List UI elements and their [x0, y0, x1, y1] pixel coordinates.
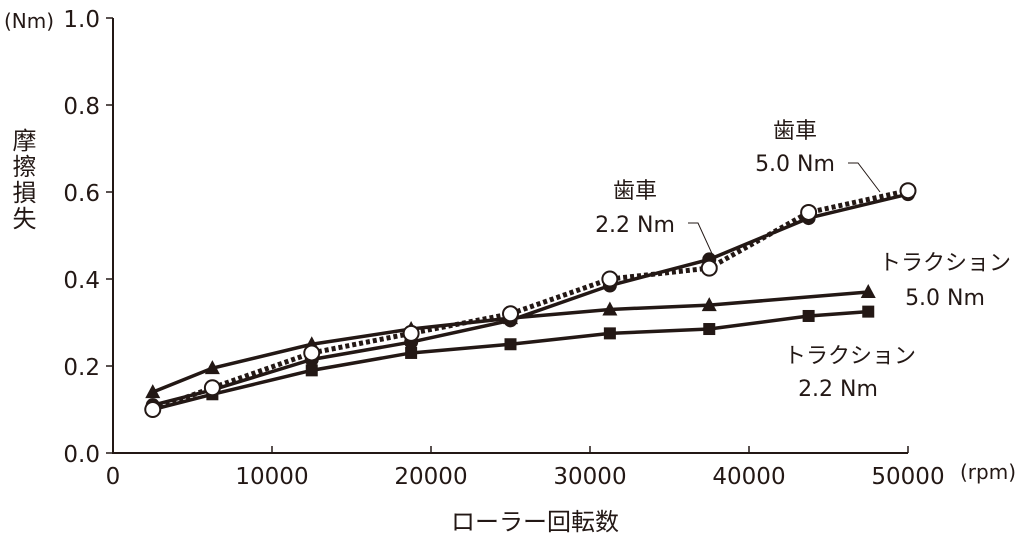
x-axis-label: ローラー回転数 — [451, 508, 619, 536]
series-label: 2.2 Nm — [595, 213, 675, 238]
triangle-marker — [860, 284, 876, 299]
triangle-marker — [701, 297, 717, 312]
triangle-marker — [204, 360, 220, 375]
open-circle-marker — [601, 270, 619, 288]
x-tick-label: 50000 — [871, 464, 944, 490]
series-square — [146, 305, 875, 416]
x-tick-label: 40000 — [712, 464, 785, 490]
open-circle-marker — [144, 401, 162, 418]
x-tick-label: 0 — [106, 464, 121, 490]
x-tick-label: 20000 — [394, 464, 467, 490]
series-open-circle — [144, 182, 917, 418]
series-label: 5.0 Nm — [905, 286, 985, 311]
series-label: 歯車 — [773, 119, 817, 144]
leader-line — [688, 222, 715, 259]
open-circle-marker — [899, 182, 917, 200]
triangle-marker — [145, 384, 161, 399]
open-circle-marker — [502, 305, 519, 323]
x-tick-label: 10000 — [235, 464, 308, 490]
leader-line — [848, 162, 881, 193]
series-label: トラクション — [784, 344, 916, 369]
x-unit-label: (rpm) — [960, 460, 1016, 484]
open-circle-marker — [700, 259, 718, 277]
triangle-marker — [602, 301, 618, 316]
y-axis-label: 摩擦損失 — [8, 128, 36, 232]
square-marker — [802, 309, 815, 322]
y-tick-label: 1.0 — [63, 7, 100, 33]
series-line — [152, 290, 869, 394]
square-marker — [703, 323, 716, 336]
series-label: 2.2 Nm — [798, 377, 878, 402]
y-unit-label: (Nm) — [4, 9, 54, 33]
square-marker — [405, 346, 418, 359]
axes: 0.0 0.2 0.4 0.6 0.8 1.0 0 10000 20000 30000 40000 5… — [63, 7, 944, 490]
y-tick-label: 0.0 — [63, 442, 100, 468]
square-marker — [504, 338, 517, 351]
open-circle-marker — [303, 344, 321, 362]
y-tick-label: 0.2 — [63, 355, 100, 381]
open-circle-marker — [800, 203, 818, 221]
series-label: トラクション — [879, 251, 1011, 276]
square-marker — [305, 364, 318, 377]
square-marker — [862, 305, 875, 318]
open-circle-marker — [203, 379, 221, 397]
y-tick-label: 0.4 — [63, 268, 100, 294]
series-label: 5.0 Nm — [755, 152, 835, 177]
open-circle-marker — [402, 324, 420, 342]
series-layer — [144, 182, 917, 418]
x-tick-label: 30000 — [553, 464, 626, 490]
series-label: 歯車 — [613, 179, 657, 204]
y-tick-label: 0.8 — [63, 94, 100, 120]
labels-layer: (Nm) (rpm) ローラー回転数 摩擦損失 トラクション 2.2 Nm トラクシ… — [4, 9, 1016, 536]
y-tick-label: 0.6 — [63, 181, 100, 207]
square-marker — [603, 327, 616, 340]
